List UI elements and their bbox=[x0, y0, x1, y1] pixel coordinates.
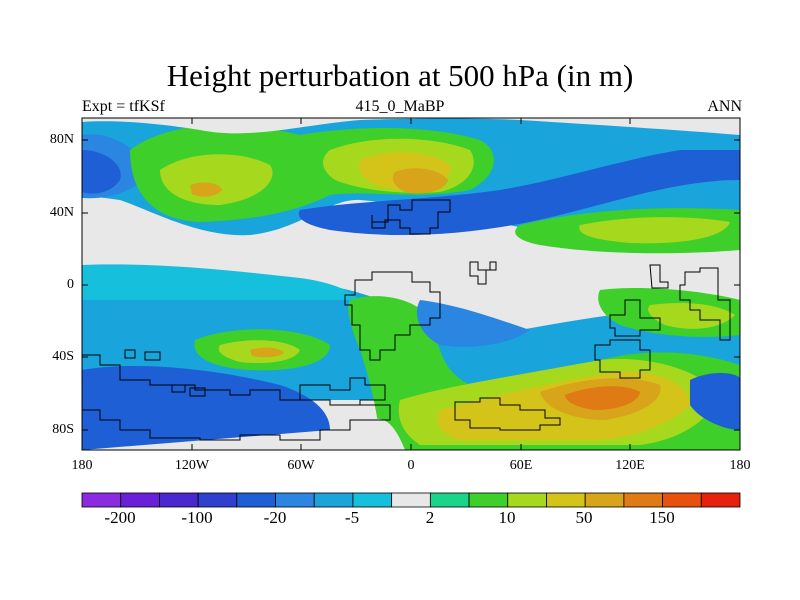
south-white-channel bbox=[368, 418, 405, 450]
colorbar-label: -20 bbox=[263, 508, 287, 527]
south-america-coast bbox=[299, 377, 386, 406]
south-blue-east bbox=[690, 373, 740, 430]
colorbar-label: 2 bbox=[425, 508, 435, 527]
south-darkblue-west bbox=[82, 365, 330, 450]
colorbar bbox=[81, 492, 741, 508]
colorbar-swatch bbox=[275, 492, 315, 508]
indonesia-coast bbox=[609, 299, 661, 337]
colorbar-swatch bbox=[313, 492, 354, 508]
south-orange-mid bbox=[250, 347, 284, 358]
colorbar-swatch bbox=[159, 492, 199, 508]
lat-tick-label: 80N bbox=[49, 132, 74, 147]
lon-tick-label: 180 bbox=[729, 458, 751, 473]
colorbar-swatch bbox=[120, 492, 160, 508]
lat-tick-label: 80S bbox=[52, 422, 74, 437]
colorbar-swatch bbox=[352, 492, 393, 508]
south-cyan-west bbox=[82, 264, 360, 300]
antarctica-east bbox=[454, 397, 561, 431]
colorbar-swatch bbox=[391, 492, 431, 508]
antarctica-coast bbox=[81, 354, 391, 441]
colorbar-swatch bbox=[197, 492, 238, 508]
north-darkblue-core bbox=[82, 150, 121, 194]
lon-tick-label: 180 bbox=[71, 458, 93, 473]
south-darkorange-core bbox=[565, 386, 640, 410]
plot-title: Height perturbation at 500 hPa (in m) bbox=[166, 58, 634, 93]
north-yellowgreen bbox=[160, 154, 273, 205]
period-label: 415_0_MaBP bbox=[355, 98, 445, 115]
lat-tick-label: 0 bbox=[67, 277, 74, 292]
colorbar-swatch bbox=[468, 492, 509, 508]
lon-tick-label: 120E bbox=[615, 458, 645, 473]
pacific-islands bbox=[649, 264, 731, 341]
eurasia-darkblue bbox=[298, 150, 740, 235]
colorbar-swatch bbox=[507, 492, 547, 508]
colorbar-swatch bbox=[700, 492, 741, 508]
colorbar-label: 10 bbox=[498, 508, 516, 527]
arabia-coast bbox=[469, 261, 497, 285]
colorbar-swatch bbox=[584, 492, 625, 508]
coastlines bbox=[81, 199, 731, 441]
asia-coast bbox=[371, 199, 451, 235]
small-islands bbox=[124, 349, 206, 397]
colorbar-swatch bbox=[546, 492, 586, 508]
lat-tick-label: 40N bbox=[49, 205, 74, 220]
lon-tick-label: 120W bbox=[174, 458, 210, 473]
north-white-gap bbox=[82, 118, 740, 135]
lon-tick-label: 0 bbox=[407, 458, 415, 473]
colorbar-swatch bbox=[81, 492, 122, 508]
height-field bbox=[82, 118, 740, 450]
lon-tick-label: 60E bbox=[509, 458, 533, 473]
lon-tick-label: 60W bbox=[287, 458, 315, 473]
colorbar-swatch bbox=[623, 492, 663, 508]
colorbar-swatch bbox=[236, 492, 276, 508]
season-label: ANN bbox=[707, 98, 742, 115]
colorbar-label: 150 bbox=[649, 508, 675, 527]
colorbar-label: 50 bbox=[575, 508, 593, 527]
north-orange-small bbox=[190, 182, 222, 197]
southeast-blue-lobe bbox=[416, 300, 530, 347]
colorbar-swatch bbox=[429, 492, 470, 508]
north-orange-core bbox=[392, 168, 448, 194]
colorbar-label: -5 bbox=[344, 508, 360, 527]
colorbar-swatch bbox=[662, 492, 702, 508]
africa-coast bbox=[344, 271, 441, 361]
mid-north-yellow bbox=[579, 217, 730, 244]
experiment-label: Expt = tfKSf bbox=[82, 98, 165, 115]
southeast-yellow-lobe bbox=[648, 303, 735, 329]
axis-ticks bbox=[81, 118, 741, 450]
lat-tick-label: 40S bbox=[52, 349, 74, 364]
colorbar-label: -100 bbox=[181, 508, 213, 527]
australia-coast bbox=[594, 339, 651, 379]
colorbar-label: -200 bbox=[104, 508, 136, 527]
